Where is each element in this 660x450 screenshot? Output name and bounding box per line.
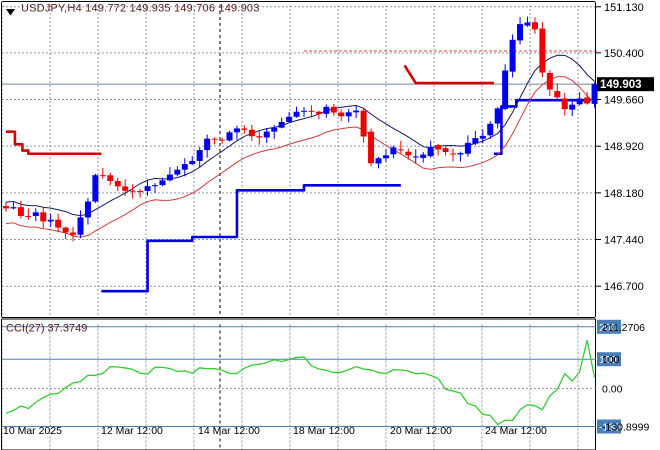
svg-text:12 Mar 12:00: 12 Mar 12:00 <box>101 425 163 437</box>
svg-text:149.903: 149.903 <box>600 79 642 91</box>
svg-text:14 Mar 12:00: 14 Mar 12:00 <box>198 425 260 437</box>
svg-text:10 Mar 2025: 10 Mar 2025 <box>3 425 62 437</box>
svg-text:0.00: 0.00 <box>602 383 623 395</box>
svg-text:100: 100 <box>602 354 620 366</box>
svg-text:148.920: 148.920 <box>604 141 644 153</box>
svg-text:USDJPY,H4 149.772 149.935: USDJPY,H4 149.772 149.935 149.706 149.90… <box>21 3 260 15</box>
svg-text:CCI(27) 37.3749: CCI(27) 37.3749 <box>6 323 87 335</box>
svg-text:20 Mar 12:00: 20 Mar 12:00 <box>390 425 452 437</box>
svg-text:211.2706: 211.2706 <box>602 322 645 334</box>
svg-text:149.660: 149.660 <box>604 95 644 107</box>
svg-text:146.700: 146.700 <box>604 281 644 293</box>
svg-text:151.130: 151.130 <box>604 2 644 14</box>
svg-text:147.440: 147.440 <box>604 235 644 247</box>
svg-text:18 Mar 12:00: 18 Mar 12:00 <box>293 425 355 437</box>
svg-text:150.400: 150.400 <box>604 48 644 60</box>
svg-text:148.180: 148.180 <box>604 188 644 200</box>
svg-text:-130.8999: -130.8999 <box>602 422 649 434</box>
svg-text:24 Mar 12:00: 24 Mar 12:00 <box>485 425 547 437</box>
